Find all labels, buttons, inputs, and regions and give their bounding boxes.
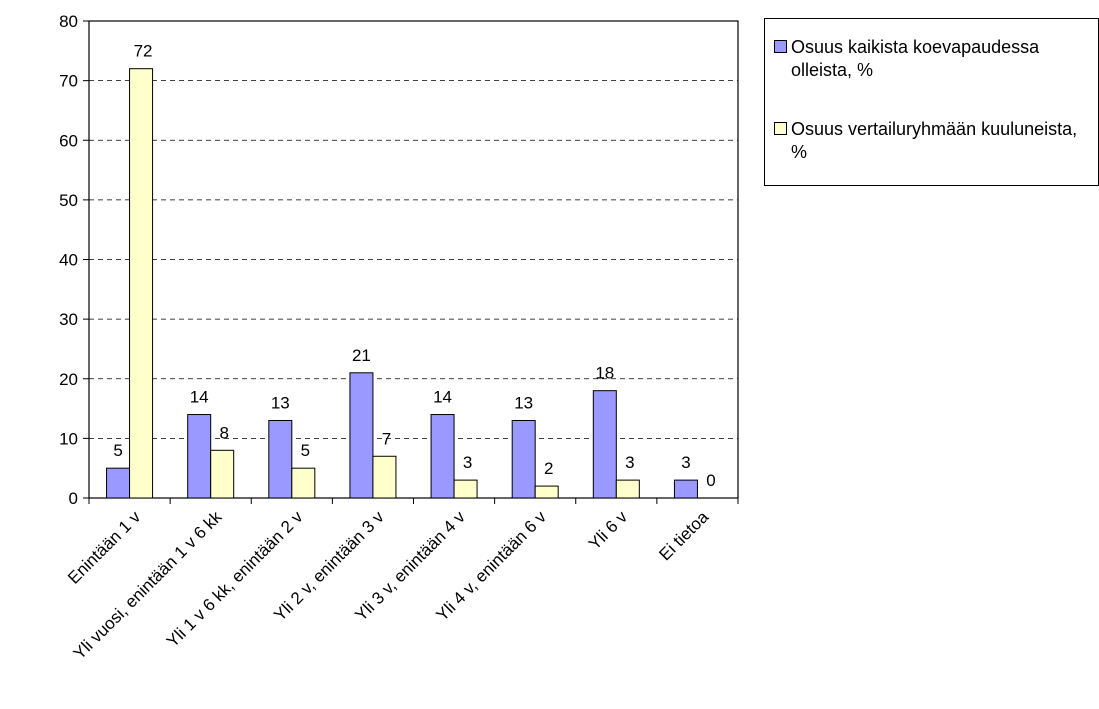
data-label: 3: [681, 453, 690, 472]
x-tick-label: Yli 6 v: [585, 507, 632, 554]
legend-label-series-1: Osuus kaikista koevapaudessa olleista, %: [791, 37, 1040, 80]
data-label: 13: [271, 393, 290, 412]
y-tick-label: 10: [59, 429, 78, 448]
bar-series-2: [372, 455, 397, 499]
legend: Osuus kaikista koevapaudessa olleista, %…: [764, 18, 1099, 186]
data-label: 5: [113, 441, 122, 460]
bar-series-1: [187, 414, 212, 499]
bar-series-1: [430, 414, 455, 499]
x-tick-label: Enintään 1 v: [64, 507, 145, 588]
bar-series-1: [673, 479, 698, 499]
bar-series-2: [291, 467, 316, 499]
y-tick-label: 40: [59, 251, 78, 270]
bar-series-1: [592, 390, 617, 499]
data-label: 3: [625, 453, 634, 472]
bar-series-2: [210, 449, 235, 499]
y-tick-label: 60: [59, 131, 78, 150]
data-label: 14: [433, 388, 452, 407]
legend-item-series-1: Osuus kaikista koevapaudessa olleista, %: [774, 36, 1091, 82]
data-label: 7: [382, 429, 391, 448]
data-label: 2: [544, 459, 553, 478]
legend-swatch-series-2: [774, 122, 787, 135]
y-tick-label: 50: [59, 191, 78, 210]
y-axis: 0 10 20 30 40 50 60 70 80: [59, 12, 89, 508]
bar-series-2: [453, 479, 478, 499]
y-tick-label: 20: [59, 370, 78, 389]
bar-series-1: [106, 467, 131, 499]
data-label: 18: [595, 364, 614, 383]
data-label: 13: [514, 393, 533, 412]
bar-series-1: [349, 372, 374, 499]
legend-label-series-2: Osuus vertailuryhmään kuuluneista, %: [791, 119, 1078, 162]
y-tick-label: 70: [59, 72, 78, 91]
legend-item-series-2: Osuus vertailuryhmään kuuluneista, %: [774, 118, 1091, 164]
data-label: 0: [706, 471, 715, 490]
x-tick-label: Yli 1 v 6 kk, enintään 2 v: [163, 507, 307, 651]
bars: [106, 68, 698, 499]
y-tick-label: 30: [59, 310, 78, 329]
bar-series-1: [268, 419, 293, 499]
data-label: 14: [190, 388, 209, 407]
bar-series-2: [615, 479, 640, 499]
x-tick-label: Ei tietoa: [655, 507, 712, 564]
legend-swatch-series-1: [774, 40, 787, 53]
y-tick-label: 0: [69, 489, 78, 508]
data-label: 21: [352, 346, 371, 365]
data-label: 5: [301, 441, 310, 460]
data-label: 3: [463, 453, 472, 472]
data-label: 72: [134, 42, 153, 61]
y-tick-label: 80: [59, 12, 78, 31]
bar-series-1: [511, 419, 536, 499]
data-label: 8: [219, 423, 228, 442]
bar-series-2: [129, 68, 154, 499]
x-tick-label: Yli vuosi, enintään 1 v 6 kk: [70, 507, 226, 663]
bar-series-2: [534, 485, 559, 499]
